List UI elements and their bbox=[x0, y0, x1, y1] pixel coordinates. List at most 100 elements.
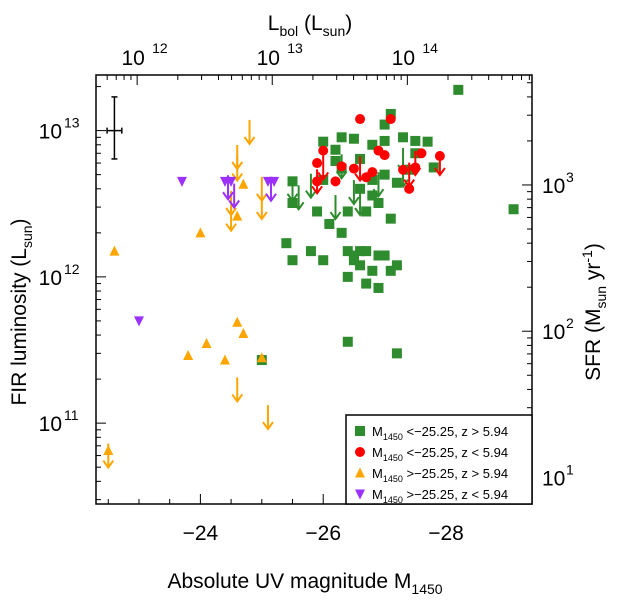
upper-limit-arrow bbox=[231, 156, 244, 183]
data-point bbox=[195, 227, 206, 238]
right-tick-label: 10 bbox=[542, 321, 565, 344]
legend-marker bbox=[355, 489, 365, 500]
data-point bbox=[391, 177, 402, 188]
data-point bbox=[103, 445, 114, 456]
right-tick-label: 10 bbox=[542, 467, 565, 490]
y-tick-exponent: 11 bbox=[64, 407, 79, 423]
data-point bbox=[336, 227, 347, 238]
data-point bbox=[361, 246, 372, 257]
data-point bbox=[361, 278, 372, 289]
data-point bbox=[109, 245, 120, 256]
data-point bbox=[330, 144, 341, 155]
data-point bbox=[256, 352, 267, 363]
y-tick-exponent: 12 bbox=[64, 261, 80, 277]
legend-marker bbox=[355, 467, 365, 478]
legend-box bbox=[345, 414, 533, 505]
data-point bbox=[367, 174, 378, 185]
data-point bbox=[342, 271, 353, 282]
data-point bbox=[410, 135, 421, 146]
data-point bbox=[226, 176, 237, 187]
right-tick-exponent: 2 bbox=[566, 315, 574, 331]
right-axis-title: SFR (Msun yr-1) bbox=[579, 243, 609, 381]
data-point bbox=[398, 132, 409, 143]
data-point bbox=[318, 136, 329, 147]
data-point bbox=[330, 155, 341, 166]
data-point bbox=[410, 162, 421, 173]
plot-frame bbox=[95, 74, 533, 505]
series-3 bbox=[133, 175, 280, 327]
upper-limit-arrow bbox=[225, 206, 237, 233]
upper-limit-arrow bbox=[262, 405, 274, 431]
data-point bbox=[348, 133, 359, 144]
data-point bbox=[404, 183, 415, 194]
data-point bbox=[379, 250, 390, 261]
data-point bbox=[176, 176, 187, 187]
data-point bbox=[336, 132, 347, 143]
data-point bbox=[269, 176, 280, 187]
series-1 bbox=[311, 114, 446, 196]
data-point bbox=[385, 108, 396, 119]
chart-marks bbox=[102, 84, 519, 470]
legend-label: M1450 <−25.25, z > 5.94 bbox=[372, 424, 508, 442]
x-tick-label: −24 bbox=[183, 522, 219, 545]
top-tick-exponent: 12 bbox=[152, 40, 168, 56]
data-point bbox=[385, 213, 396, 224]
data-point bbox=[238, 328, 249, 339]
data-point bbox=[373, 282, 384, 293]
data-point bbox=[318, 145, 329, 156]
y-axis-title: FIR luminosity (Lsun) bbox=[8, 218, 35, 405]
data-point bbox=[287, 197, 298, 208]
data-point bbox=[281, 238, 292, 249]
upper-limit-arrow bbox=[348, 180, 360, 206]
data-point bbox=[342, 206, 353, 217]
data-point bbox=[238, 178, 249, 189]
data-point bbox=[379, 119, 390, 130]
data-point bbox=[342, 246, 353, 257]
data-point bbox=[133, 316, 144, 327]
data-point bbox=[373, 197, 384, 208]
data-point bbox=[391, 348, 402, 359]
data-point bbox=[219, 354, 230, 365]
data-point bbox=[287, 255, 298, 266]
data-point bbox=[385, 114, 396, 125]
upper-limit-arrow bbox=[228, 183, 240, 210]
top-tick-exponent: 13 bbox=[287, 40, 303, 56]
data-point bbox=[373, 250, 384, 261]
data-point bbox=[422, 136, 433, 147]
x-tick-label: −28 bbox=[428, 522, 464, 545]
data-point bbox=[348, 255, 359, 266]
data-point bbox=[508, 204, 519, 215]
legend-marker bbox=[355, 426, 365, 436]
top-tick-label: 10 bbox=[121, 47, 144, 70]
data-point bbox=[379, 135, 390, 146]
data-point bbox=[324, 218, 335, 229]
top-tick-label: 10 bbox=[392, 47, 415, 70]
data-point bbox=[391, 260, 402, 271]
data-point bbox=[434, 151, 445, 162]
top-tick-label: 10 bbox=[257, 47, 280, 70]
x-axis-title: Absolute UV magnitude M1450 bbox=[167, 570, 442, 597]
data-point bbox=[385, 265, 396, 276]
upper-limit-arrow bbox=[329, 195, 342, 221]
y-tick-label: 10 bbox=[39, 121, 62, 144]
x-tick-label: −26 bbox=[305, 522, 341, 545]
data-point bbox=[330, 176, 341, 187]
upper-limit-arrow bbox=[231, 377, 244, 404]
right-tick-label: 10 bbox=[542, 175, 565, 198]
data-point bbox=[342, 336, 353, 347]
error-bar bbox=[106, 96, 123, 160]
data-point bbox=[367, 265, 378, 276]
data-point bbox=[361, 206, 372, 217]
data-point bbox=[355, 183, 366, 194]
data-point bbox=[318, 255, 329, 266]
data-point bbox=[416, 148, 427, 159]
data-point bbox=[367, 190, 378, 201]
data-point bbox=[232, 210, 243, 221]
data-point bbox=[367, 167, 378, 178]
data-point bbox=[355, 260, 366, 271]
y-tick-label: 10 bbox=[39, 413, 62, 436]
upper-limit-arrow bbox=[305, 173, 317, 200]
legend-label: M1450 >−25.25, z < 5.94 bbox=[372, 487, 508, 505]
